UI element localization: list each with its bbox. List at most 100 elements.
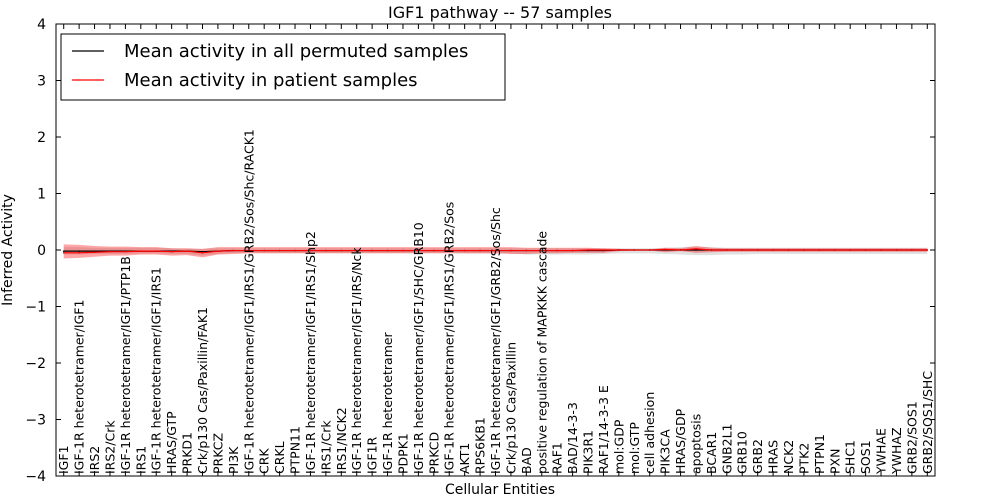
data-point-patient	[756, 249, 759, 251]
data-point-patient	[170, 250, 173, 253]
x-tick-label: IGF-1R heterotetramer/IGF1/IRS1/GRB2/Sos…	[241, 129, 256, 474]
y-tick-label: 1	[37, 187, 46, 203]
y-tick-label: −2	[25, 356, 46, 372]
x-tick-label: IRS2/Crk	[103, 420, 118, 474]
y-tick-label: −3	[25, 413, 46, 429]
data-point-patient	[494, 249, 497, 252]
x-tick-label: Crk/p130 Cas/Paxillin/FAK1	[195, 307, 210, 474]
data-point-patient	[109, 250, 111, 253]
x-tick-label: cell adhesion	[642, 392, 657, 474]
data-point-permuted	[93, 250, 96, 252]
data-point-patient	[849, 249, 851, 251]
data-point-patient	[263, 249, 266, 252]
x-tick-label: IGF-1R heterotetramer	[380, 331, 395, 474]
x-tick-label: GRB2	[750, 439, 765, 474]
data-point-patient	[340, 249, 343, 252]
x-tick-label: IRS1	[133, 446, 148, 474]
y-tick-label: −4	[25, 469, 46, 485]
data-point-patient	[155, 250, 157, 252]
data-point-patient	[726, 249, 728, 251]
data-point-patient	[926, 249, 929, 251]
x-tick-label: Crk/p130 Cas/Paxillin	[503, 342, 518, 474]
data-point-patient	[679, 249, 682, 251]
data-point-patient	[78, 252, 80, 254]
data-point-permuted	[78, 250, 80, 252]
data-point-patient	[741, 249, 743, 251]
x-tick-label: PRKCD	[426, 432, 441, 474]
x-tick-label: HRAS/GTP	[164, 411, 179, 474]
data-point-patient	[571, 249, 574, 252]
data-point-patient	[818, 249, 821, 251]
data-point-patient	[248, 249, 250, 252]
data-point-patient	[278, 249, 281, 252]
legend: Mean activity in all permuted samples Me…	[60, 33, 506, 101]
x-tick-label: mol:GDP	[611, 419, 626, 474]
x-tick-label: PI3K	[226, 446, 241, 474]
x-tick-label: GRB10	[735, 431, 750, 474]
x-tick-label: GRB2/SOS1/SHC	[920, 371, 935, 474]
data-point-patient	[433, 249, 435, 252]
data-point-patient	[895, 249, 898, 251]
x-tick-label: IGF-1R heterotetramer/IGF1/PTP1B	[118, 256, 133, 474]
x-axis-label: Cellular Entities	[445, 482, 555, 498]
x-tick-label: apoptosis	[689, 414, 704, 474]
data-point-patient	[309, 249, 312, 252]
x-tick-label: IGF-1R heterotetramer/IGF1/IRS1	[149, 267, 164, 474]
x-tick-label: IGF-1R heterotetramer/IGF1/IRS/Nck	[349, 247, 364, 474]
x-tick-label: PTPN11	[288, 426, 303, 474]
x-tick-label: RAF1/14-3-3 E	[596, 385, 611, 474]
data-point-patient	[201, 252, 204, 254]
data-point-patient	[618, 249, 620, 251]
x-tick-label: SOS1	[858, 440, 873, 474]
data-point-patient	[355, 249, 358, 252]
data-point-patient	[864, 249, 867, 251]
y-tick-label: 3	[37, 74, 46, 90]
data-point-patient	[633, 249, 636, 251]
x-axis: IGF1 IGF-1R heterotetramer/IGF1 IRS2 IRS2/C…	[56, 24, 935, 476]
x-tick-label: CRK	[257, 448, 272, 474]
data-point-patient	[62, 252, 65, 254]
legend-box	[60, 33, 506, 101]
data-point-patient	[772, 249, 774, 251]
data-point-patient	[463, 249, 466, 252]
x-tick-label: BAD	[519, 447, 534, 474]
x-tick-label: BCAR1	[704, 432, 719, 474]
x-tick-label: GRB2/SOS1	[904, 401, 919, 474]
x-tick-label: PIK3R1	[581, 430, 596, 474]
x-tick-label: IRS1/Crk	[318, 420, 333, 474]
data-point-patient	[217, 250, 219, 252]
x-tick-label: IGF1R	[365, 436, 380, 474]
data-point-patient	[417, 249, 420, 252]
data-point-patient	[880, 249, 882, 251]
legend-label-patient: Mean activity in patient samples	[124, 70, 418, 91]
x-tick-label: YWHAE	[874, 428, 889, 475]
data-point-permuted	[695, 249, 697, 251]
data-point-patient	[510, 249, 512, 252]
band-patient	[63, 244, 928, 259]
x-tick-label: IRS2	[87, 446, 102, 474]
data-point-patient	[525, 249, 528, 252]
y-axis-label: Inferred Activity	[0, 194, 16, 306]
x-tick-label: IGF-1R heterotetramer/IGF1/IRS1/GRB2/Sos	[442, 202, 457, 474]
data-point-patient	[479, 249, 481, 252]
x-tick-label: IGF-1R heterotetramer/IGF1/IRS1/Shp2	[303, 231, 318, 474]
x-tick-label: PXN	[827, 449, 842, 474]
x-tick-label: PRKD1	[180, 432, 195, 474]
x-tick-label: positive regulation of MAPKKK cascade	[534, 231, 549, 474]
data-point-permuted	[62, 250, 65, 252]
chart-title: IGF1 pathway -- 57 samples	[388, 3, 612, 22]
x-tick-label: SHC1	[843, 440, 858, 474]
data-point-patient	[294, 249, 296, 252]
x-tick-label: AKT1	[457, 443, 472, 474]
data-point-patient	[325, 249, 327, 252]
x-tick-label: HRAS/GDP	[673, 408, 688, 474]
data-point-patient	[541, 249, 543, 252]
x-tick-label: mol:GTP	[627, 422, 642, 474]
x-tick-label: BAD/14-3-3	[565, 402, 580, 474]
x-tick-label: PDPK1	[396, 433, 411, 474]
x-tick-label: PTK2	[796, 443, 811, 474]
x-tick-label: IGF1	[56, 445, 71, 474]
data-point-patient	[402, 249, 404, 252]
legend-label-permuted: Mean activity in all permuted samples	[124, 41, 468, 62]
